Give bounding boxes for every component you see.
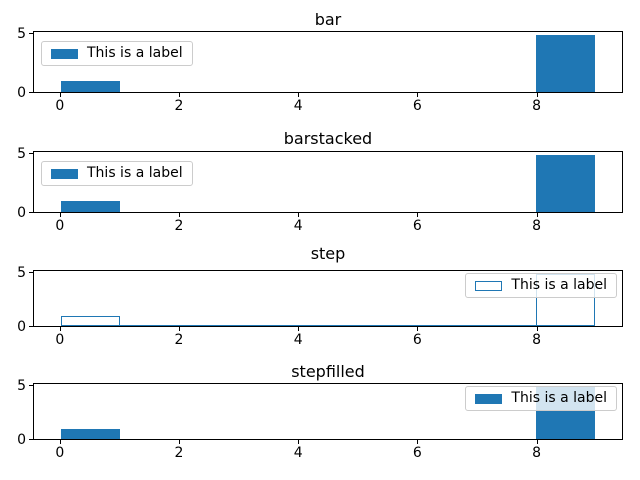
histogram-bar (535, 34, 596, 92)
y-tick-mark (29, 384, 33, 386)
subplot-title-bar: bar (314, 10, 342, 29)
x-tick-label: 8 (532, 218, 542, 234)
y-tick-label: 0 (17, 432, 26, 448)
x-tick-mark (59, 93, 61, 97)
legend-label: This is a label (511, 390, 607, 406)
y-axis-tick-marks (29, 31, 33, 93)
x-tick-mark (298, 93, 300, 97)
y-tick-label: 5 (17, 264, 26, 281)
x-tick-label: 4 (293, 445, 303, 461)
legend-swatch-icon (51, 168, 78, 179)
y-tick-mark (29, 212, 33, 213)
x-tick-label: 2 (174, 218, 184, 234)
x-tick-mark (179, 440, 180, 444)
legend: This is a label (41, 41, 193, 66)
x-tick-label: 6 (412, 332, 422, 348)
legend-label: This is a label (87, 45, 183, 61)
subplot-title-barstacked: barstacked (283, 129, 373, 148)
histogram-bar (60, 428, 121, 439)
legend-label: This is a label (511, 277, 607, 293)
x-tick-label: 4 (293, 332, 303, 348)
y-tick-mark (29, 326, 33, 327)
x-tick-mark (417, 93, 419, 97)
x-tick-label: 0 (55, 332, 65, 348)
y-tick-label: 5 (17, 145, 26, 162)
x-tick-mark (536, 213, 538, 217)
x-tick-mark (298, 440, 300, 444)
x-axis-tick-labels: 0 2 4 6 8 (33, 332, 623, 348)
x-tick-label: 2 (174, 332, 184, 348)
subplot-title-step: step (310, 244, 346, 263)
x-tick-mark (417, 440, 419, 444)
x-tick-label: 6 (412, 445, 422, 461)
x-tick-mark (417, 327, 419, 331)
x-tick-label: 0 (55, 218, 65, 234)
histogram-bar (60, 200, 121, 212)
x-axis-tick-marks (33, 213, 623, 217)
x-tick-label: 6 (412, 98, 422, 114)
x-tick-label: 0 (55, 445, 65, 461)
y-tick-label: 5 (17, 25, 26, 42)
step-baseline (60, 325, 596, 326)
x-tick-mark (298, 327, 300, 331)
x-tick-mark (536, 327, 538, 331)
histogram-bar (60, 80, 121, 92)
legend: This is a label (41, 161, 193, 186)
histogram-bar (60, 315, 121, 326)
y-axis-tick-marks (29, 270, 33, 327)
x-axis-tick-marks (33, 93, 623, 97)
y-tick-mark (29, 271, 33, 273)
x-tick-label: 8 (532, 332, 542, 348)
y-tick-label: 5 (17, 377, 26, 394)
histogram-bar (535, 154, 596, 212)
x-tick-mark (179, 327, 180, 331)
y-tick-label: 0 (17, 205, 26, 221)
y-axis-tick-marks (29, 383, 33, 440)
x-tick-label: 2 (174, 98, 184, 114)
x-tick-mark (59, 213, 61, 217)
legend-swatch-icon (51, 48, 78, 59)
x-tick-label: 0 (55, 98, 65, 114)
y-tick-mark (29, 439, 33, 440)
x-tick-label: 4 (293, 98, 303, 114)
x-tick-mark (59, 327, 61, 331)
x-tick-mark (536, 440, 538, 444)
x-tick-mark (536, 93, 538, 97)
x-tick-mark (417, 213, 419, 217)
x-axis-tick-marks (33, 327, 623, 331)
y-tick-mark (29, 92, 33, 93)
x-tick-label: 6 (412, 218, 422, 234)
x-tick-mark (179, 213, 180, 217)
x-tick-mark (59, 440, 61, 444)
legend: This is a label (465, 273, 617, 298)
x-tick-mark (179, 93, 180, 97)
x-tick-label: 8 (532, 445, 542, 461)
legend-swatch-icon (475, 393, 503, 404)
legend: This is a label (465, 386, 617, 411)
legend-swatch-icon (475, 280, 503, 291)
x-tick-mark (298, 213, 300, 217)
x-axis-tick-labels: 0 2 4 6 8 (33, 98, 623, 114)
x-axis-tick-marks (33, 440, 623, 444)
x-tick-label: 2 (174, 445, 184, 461)
y-axis-tick-marks (29, 151, 33, 213)
subplot-title-stepfilled: stepfilled (291, 362, 365, 381)
x-axis-tick-labels: 0 2 4 6 8 (33, 218, 623, 234)
x-tick-label: 4 (293, 218, 303, 234)
y-tick-label: 0 (17, 319, 26, 335)
x-axis-tick-labels: 0 2 4 6 8 (33, 445, 623, 461)
legend-label: This is a label (87, 165, 183, 181)
x-tick-label: 8 (532, 98, 542, 114)
y-tick-label: 0 (17, 85, 26, 101)
y-tick-mark (29, 152, 33, 154)
y-tick-mark (29, 32, 33, 34)
